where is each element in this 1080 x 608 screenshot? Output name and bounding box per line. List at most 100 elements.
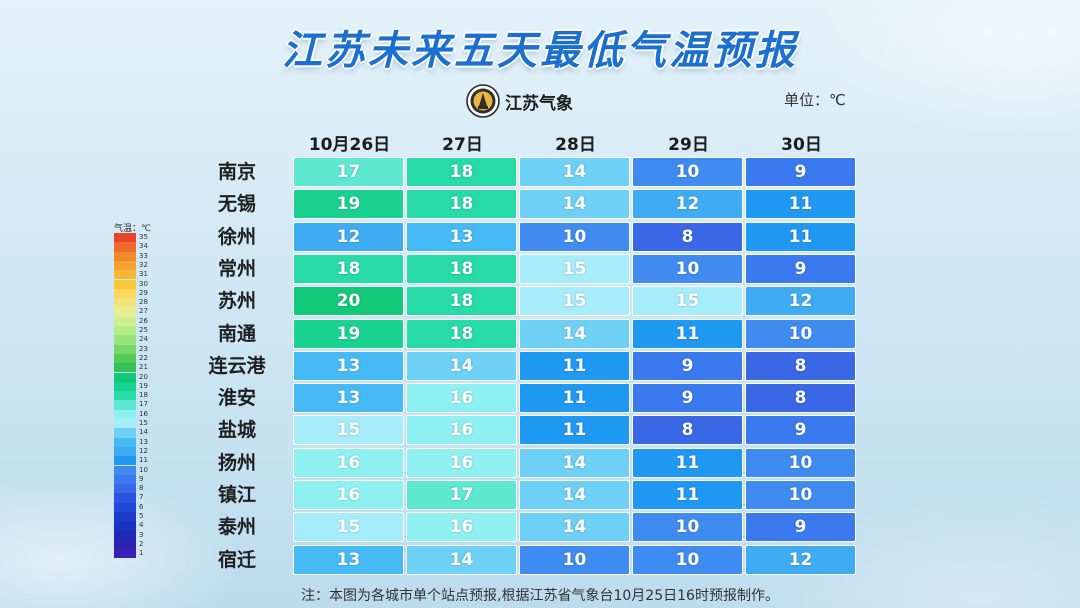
legend-level-label: 34 bbox=[139, 242, 148, 251]
legend-level-label: 23 bbox=[139, 344, 148, 353]
temperature-cell: 13 bbox=[293, 544, 404, 575]
legend-swatch bbox=[114, 307, 136, 317]
temperature-cell: 12 bbox=[745, 544, 856, 575]
temperature-cell: 14 bbox=[519, 512, 630, 543]
unit-label: 单位：℃ bbox=[784, 91, 846, 109]
temperature-cell: 10 bbox=[745, 480, 856, 510]
legend-swatch bbox=[114, 391, 136, 401]
temperature-cell: 16 bbox=[293, 480, 404, 510]
row-label-city: 常州 bbox=[217, 257, 256, 280]
legend-swatch bbox=[114, 242, 136, 252]
legend-swatch bbox=[114, 288, 136, 299]
temperature-cell: 11 bbox=[519, 383, 630, 414]
legend-level-label: 4 bbox=[139, 521, 144, 530]
temperature-cell: 9 bbox=[632, 383, 743, 414]
legend-swatch bbox=[114, 474, 136, 485]
temperature-cell: 8 bbox=[632, 415, 743, 446]
legend-level-label: 11 bbox=[139, 456, 148, 465]
column-header: 28日 bbox=[555, 135, 596, 155]
temperature-cell: 13 bbox=[293, 383, 404, 414]
legend-level-label: 17 bbox=[139, 400, 148, 409]
temperature-cell: 14 bbox=[406, 544, 517, 575]
legend-swatch bbox=[114, 381, 136, 392]
legend-level-label: 21 bbox=[139, 363, 148, 372]
temperature-cell: 12 bbox=[745, 286, 856, 317]
legend-swatch bbox=[114, 326, 136, 336]
temperature-cell: 9 bbox=[745, 415, 856, 446]
legend-level-label: 32 bbox=[139, 260, 148, 269]
temperature-cell: 18 bbox=[406, 286, 517, 317]
legend-swatch bbox=[114, 530, 136, 540]
temperature-cell: 10 bbox=[632, 512, 743, 543]
legend-level-label: 35 bbox=[139, 233, 148, 241]
temperature-cell: 10 bbox=[745, 318, 856, 349]
column-header: 29日 bbox=[668, 135, 709, 155]
row-label-city: 镇江 bbox=[217, 484, 256, 506]
row-label-city: 徐州 bbox=[217, 225, 256, 248]
temperature-cell: 10 bbox=[632, 253, 743, 284]
temperature-cell: 16 bbox=[293, 447, 404, 478]
legend-swatch bbox=[114, 353, 136, 364]
row-label-city: 苏州 bbox=[217, 290, 256, 313]
temperature-cell: 17 bbox=[293, 157, 404, 187]
legend-swatch bbox=[114, 419, 136, 429]
legend-swatch bbox=[114, 502, 136, 512]
legend-level-label: 1 bbox=[139, 549, 144, 558]
legend-swatch bbox=[114, 437, 136, 447]
legend-level-label: 16 bbox=[139, 409, 148, 418]
legend-level-label: 19 bbox=[139, 381, 148, 390]
legend-level-label: 28 bbox=[139, 298, 148, 307]
legend-level-label: 25 bbox=[139, 326, 148, 334]
temperature-cell: 18 bbox=[406, 318, 517, 349]
temperature-cell: 14 bbox=[519, 480, 630, 510]
legend-level-label: 10 bbox=[139, 465, 148, 474]
legend-swatch bbox=[114, 335, 136, 345]
column-header: 27日 bbox=[442, 135, 483, 155]
row-label-city: 宿迁 bbox=[217, 548, 256, 571]
legend-swatch bbox=[114, 484, 136, 494]
temperature-cell: 18 bbox=[406, 253, 517, 284]
legend-swatch bbox=[114, 344, 136, 354]
legend-swatch bbox=[114, 372, 136, 382]
legend-swatch bbox=[114, 549, 136, 559]
legend-swatch bbox=[114, 233, 136, 243]
temperature-cell: 11 bbox=[632, 318, 743, 349]
column-header: 10月26日 bbox=[308, 135, 391, 155]
temperature-cell: 14 bbox=[519, 189, 630, 220]
legend-level-label: 30 bbox=[139, 279, 148, 288]
page-title: 江苏未来五天最低气温预报 bbox=[282, 28, 798, 74]
legend-swatch bbox=[114, 260, 136, 271]
temperature-cell: 10 bbox=[632, 157, 743, 187]
legend-swatch bbox=[114, 409, 136, 419]
temperature-cell: 11 bbox=[632, 480, 743, 510]
legend-swatch bbox=[114, 428, 136, 438]
legend-swatch bbox=[114, 400, 136, 410]
legend-swatch bbox=[114, 521, 136, 531]
legend-title: 气温：℃ bbox=[114, 224, 152, 234]
temperature-cell: 14 bbox=[519, 318, 630, 349]
row-label-city: 泰州 bbox=[217, 516, 256, 539]
legend-level-label: 13 bbox=[139, 437, 148, 446]
legend-swatch bbox=[114, 279, 136, 289]
temperature-cell: 15 bbox=[293, 512, 404, 543]
legend-swatch bbox=[114, 512, 136, 522]
temperature-cell: 16 bbox=[406, 512, 517, 543]
temperature-cell: 20 bbox=[293, 286, 404, 317]
temperature-cell: 18 bbox=[406, 189, 517, 220]
legend-level-label: 20 bbox=[139, 372, 148, 381]
temperature-cell: 9 bbox=[632, 350, 743, 381]
row-label-city: 盐城 bbox=[217, 419, 256, 442]
temperature-cell: 11 bbox=[519, 415, 630, 446]
temperature-cell: 14 bbox=[519, 447, 630, 478]
footnote: 注：本图为各城市单个站点预报,根据江苏省气象台10月25日16时预报制作。 bbox=[301, 588, 779, 604]
legend-swatch bbox=[114, 493, 136, 503]
row-label-city: 南通 bbox=[217, 322, 256, 345]
legend-level-label: 6 bbox=[139, 502, 144, 511]
legend-level-label: 22 bbox=[139, 353, 148, 362]
temperature-cell: 8 bbox=[632, 221, 743, 252]
legend-level-label: 26 bbox=[139, 316, 148, 325]
row-label-city: 淮安 bbox=[217, 387, 256, 410]
row-label-city: 连云港 bbox=[208, 354, 266, 377]
legend-swatch bbox=[114, 363, 136, 373]
temperature-cell: 14 bbox=[519, 157, 630, 187]
